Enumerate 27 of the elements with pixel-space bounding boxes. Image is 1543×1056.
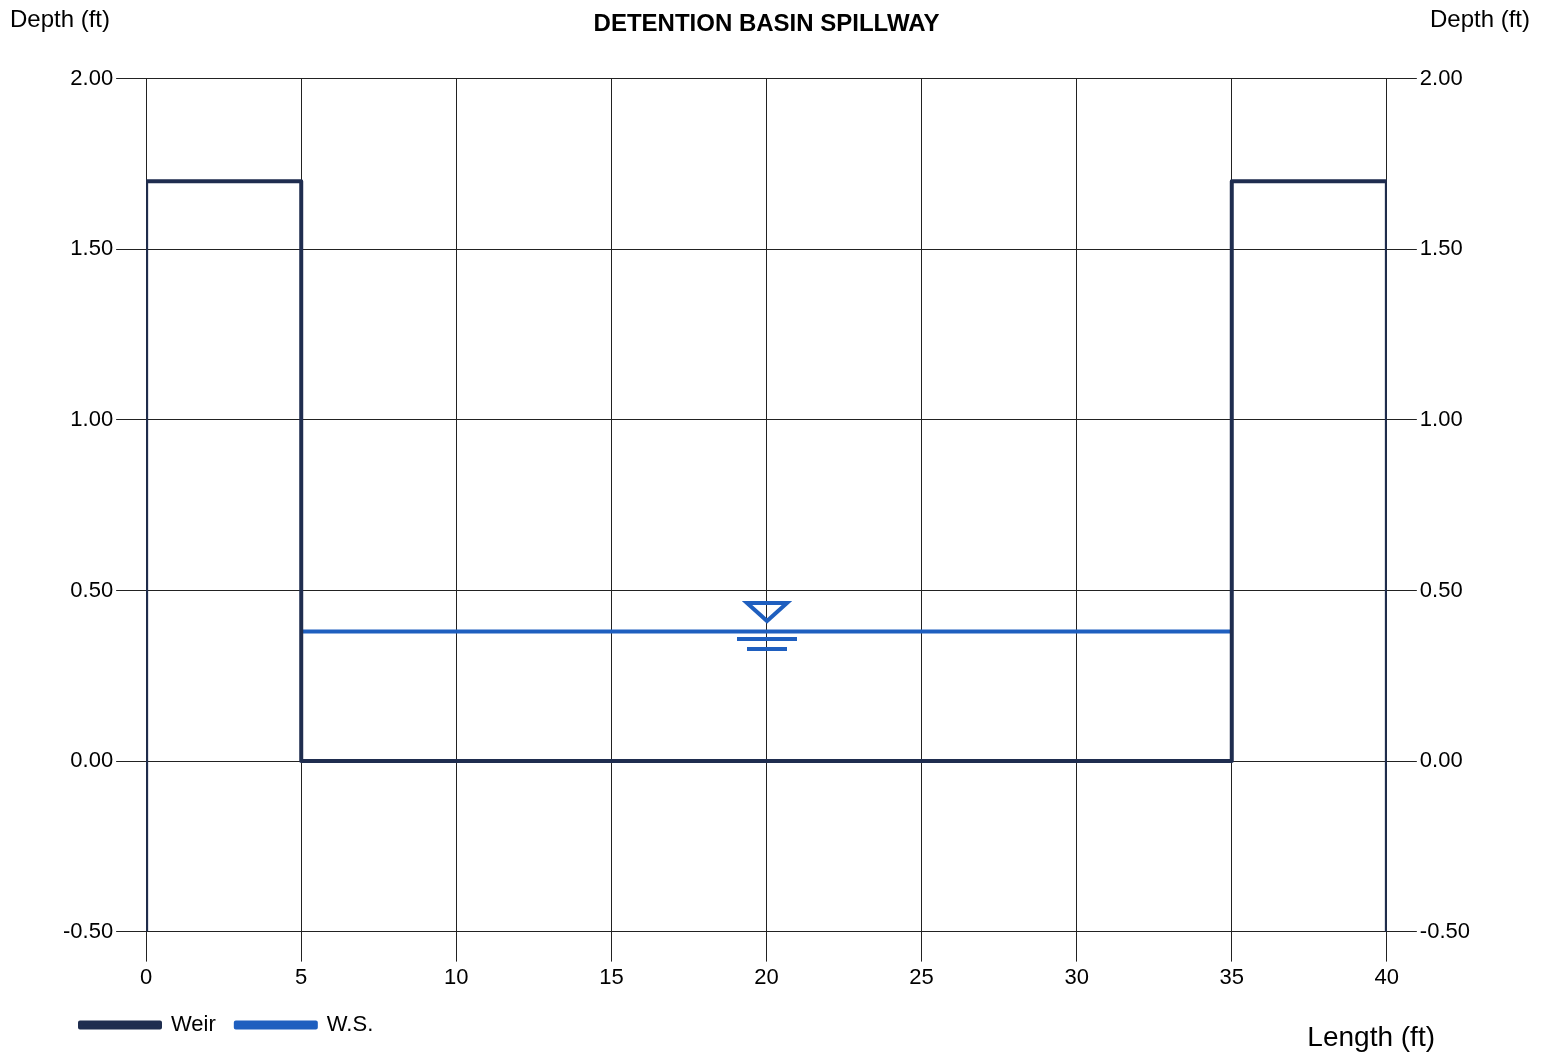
y-tick-label: 0.50 [70, 576, 114, 602]
y2-tick-label: 1.00 [1419, 405, 1463, 431]
legend-label: Weir [171, 1011, 216, 1037]
y-tick-label: 1.00 [70, 405, 114, 431]
x-tick-label: 20 [754, 963, 779, 989]
y-tick-label: 0.00 [70, 747, 114, 773]
x-tick-label: 35 [1219, 963, 1245, 989]
x-tick-label: 25 [909, 963, 934, 989]
y2-tick-label: 0.00 [1419, 747, 1463, 773]
y2-tick-label: 1.50 [1419, 235, 1463, 261]
y-tick-label: 2.00 [70, 64, 114, 90]
y2-axis-title: Depth (ft) [1429, 4, 1530, 32]
x-tick-label: 10 [444, 963, 469, 989]
x-axis-title: Length (ft) [1307, 1020, 1435, 1052]
x-tick-label: 15 [599, 963, 624, 989]
y-tick-label: 1.50 [70, 235, 114, 261]
y2-tick-label: -0.50 [1419, 917, 1471, 943]
y-tick-label: -0.50 [62, 917, 114, 943]
y2-tick-label: 0.50 [1419, 576, 1463, 602]
x-tick-label: 5 [295, 963, 308, 989]
x-tick-label: 0 [140, 963, 153, 989]
legend-label: W.S. [326, 1011, 374, 1037]
y2-tick-label: 2.00 [1419, 64, 1463, 90]
y-axis-title: Depth (ft) [10, 4, 111, 32]
chart-title: DETENTION BASIN SPILLWAY [593, 9, 940, 37]
x-tick-label: 30 [1064, 963, 1089, 989]
x-tick-label: 40 [1374, 963, 1400, 989]
